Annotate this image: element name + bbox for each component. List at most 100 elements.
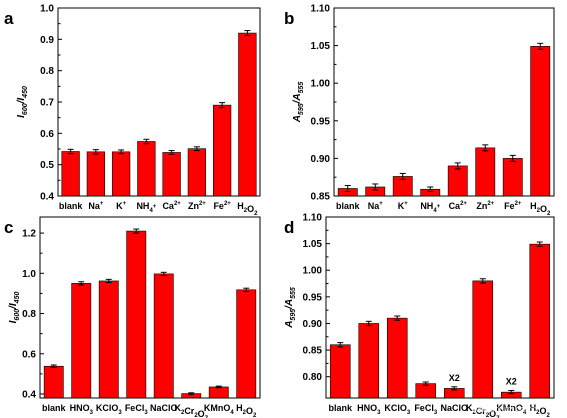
x-category-label: K2Cr2O7 — [174, 403, 208, 418]
y-tick-label: 0.4 — [40, 192, 54, 203]
x-category-label: H2O2 — [236, 403, 257, 418]
x-category-label: H2O2 — [237, 201, 258, 217]
x-category-label: blank — [42, 403, 67, 413]
watermark: www.cnitz.co.cn — [472, 404, 537, 414]
y-tick-label: 0.85 — [311, 192, 331, 203]
bar — [415, 383, 437, 399]
bar — [86, 151, 106, 197]
bar-annotation: X2 — [506, 377, 517, 387]
x-category-label: K+ — [116, 201, 127, 211]
bar — [447, 165, 468, 197]
y-axis-label: I600/I450 — [16, 86, 29, 118]
y-axis-label: I600/I450 — [8, 292, 21, 324]
x-category-label: FeCl3 — [125, 403, 149, 416]
chart-panel-b: b 0.85 0.90 0.95 1.00 1.05 1.10 A595/A555 blank N… — [284, 4, 555, 217]
y-tick-label: 0.9 — [40, 35, 54, 46]
y-tick-label: 0.7 — [40, 98, 54, 109]
y-tick-label: 1.10 — [303, 213, 323, 224]
x-category-label: Na+ — [368, 201, 384, 211]
bar — [71, 283, 92, 399]
y-axis-label: A595/A555 — [292, 82, 305, 124]
y-tick-label: 1.00 — [303, 266, 323, 277]
bar — [238, 32, 257, 197]
y-tick-label: 0.95 — [311, 116, 331, 127]
bar — [502, 158, 523, 197]
bar — [126, 230, 147, 399]
bar — [153, 273, 174, 399]
chart-panel-a: a 0.4 0.5 0.6 0.7 0.8 0.9 1.0 I600/I450 blank Na+ K… — [4, 4, 261, 217]
panels-group: a 0.4 0.5 0.6 0.7 0.8 0.9 1.0 I600/I450 blank Na+ K… — [4, 4, 555, 418]
x-category-label: blank — [328, 403, 353, 413]
x-category-label: K2Cr2O7 — [466, 403, 500, 418]
chart-panel-c: c 0.4 0.6 0.8 1.0 1.2 I600/I450 blank HNO3 KClO3 F… — [4, 216, 261, 418]
y-tick-label: 0.6 — [40, 129, 54, 140]
x-category-label: KMnO4 — [204, 403, 235, 416]
y-tick-label: 1.2 — [22, 229, 36, 240]
y-tick-label: 1.10 — [311, 4, 331, 15]
x-category-label: NH4+ — [136, 201, 156, 214]
y-tick-label: 1.0 — [40, 4, 54, 15]
y-tick-label: 0.4 — [22, 389, 36, 400]
panel-letter-d: d — [284, 218, 294, 237]
x-category-label: Zn2+ — [476, 201, 494, 211]
bar — [212, 104, 232, 197]
bar — [98, 280, 119, 399]
y-axis-label: A595/A555 — [284, 287, 297, 329]
x-category-label: KClO3 — [384, 403, 411, 416]
x-category-label: NaClO — [150, 403, 178, 413]
y-tick-label: 0.80 — [303, 372, 323, 383]
panel-letter-b: b — [284, 9, 294, 28]
x-category-label: HNO3 — [70, 403, 94, 416]
plot-frame — [325, 216, 555, 399]
x-category-label: KClO3 — [96, 403, 123, 416]
bar — [162, 152, 181, 197]
x-category-label: Fe2+ — [504, 201, 522, 211]
y-tick-label: 0.90 — [311, 154, 331, 165]
bar — [61, 151, 80, 197]
plot-frame — [39, 216, 261, 399]
bar — [530, 46, 551, 197]
y-tick-label: 1.0 — [22, 269, 36, 280]
y-tick-label: 0.90 — [303, 319, 323, 330]
x-category-label: NaClO — [440, 403, 468, 413]
x-category-label: Zn2+ — [188, 201, 206, 211]
x-category-label: H2O2 — [530, 201, 551, 217]
x-category-label: blank — [336, 201, 361, 211]
x-category-label: H2O2 — [530, 403, 551, 418]
y-tick-label: 1.05 — [311, 41, 331, 52]
x-category-label: Ca2+ — [449, 201, 468, 211]
bar — [329, 344, 351, 399]
y-tick-label: 0.5 — [40, 160, 54, 171]
bar — [529, 243, 551, 399]
bar — [386, 317, 408, 399]
bar — [43, 365, 64, 399]
y-tick-label: 0.85 — [303, 346, 323, 357]
chart-panel-d: d 0.80 0.85 0.90 0.95 1.00 1.05 1.10 A595/A555 bl… — [284, 213, 555, 418]
bar-annotation: X2 — [449, 373, 460, 383]
bar — [111, 151, 131, 197]
x-category-label: KMnO4 — [496, 403, 527, 416]
y-tick-label: 1.05 — [303, 239, 323, 250]
bar — [208, 386, 229, 399]
y-tick-label: 0.95 — [303, 292, 323, 303]
x-category-label: blank — [59, 201, 84, 211]
y-tick-label: 0.8 — [22, 309, 36, 320]
bar — [236, 289, 257, 399]
bar — [472, 280, 494, 399]
x-category-label: NH4+ — [420, 201, 440, 214]
x-category-label: HNO3 — [357, 403, 381, 416]
panel-letter-c: c — [4, 218, 13, 237]
x-category-label: Na+ — [88, 201, 104, 211]
x-category-label: Ca2+ — [162, 201, 181, 211]
bar — [358, 323, 380, 399]
x-category-label: FeCl3 — [414, 403, 438, 416]
x-category-label: K+ — [398, 201, 409, 211]
y-tick-label: 0.6 — [22, 349, 36, 360]
x-category-label: Fe2+ — [213, 201, 231, 211]
bar — [475, 147, 496, 197]
y-tick-label: 0.8 — [40, 66, 54, 77]
y-tick-label: 1.00 — [311, 79, 331, 90]
bar — [187, 148, 207, 197]
panel-letter-a: a — [4, 9, 14, 28]
